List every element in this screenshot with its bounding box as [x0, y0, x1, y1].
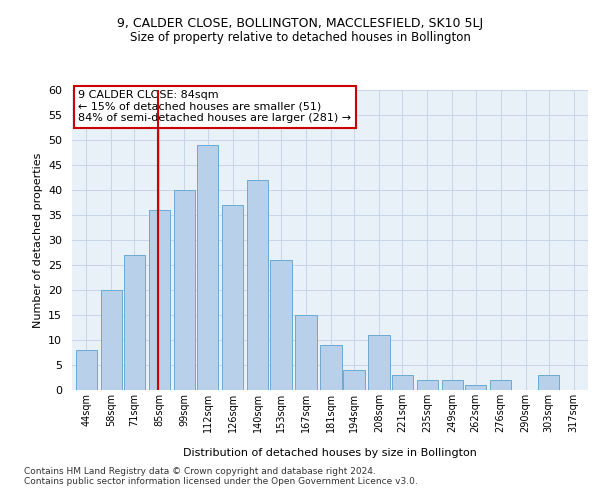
- Bar: [368, 335, 390, 390]
- Text: Contains HM Land Registry data © Crown copyright and database right 2024.: Contains HM Land Registry data © Crown c…: [24, 467, 376, 476]
- Bar: [392, 375, 413, 390]
- Text: 9, CALDER CLOSE, BOLLINGTON, MACCLESFIELD, SK10 5LJ: 9, CALDER CLOSE, BOLLINGTON, MACCLESFIEL…: [117, 18, 483, 30]
- Bar: [343, 370, 365, 390]
- Text: 9 CALDER CLOSE: 84sqm
← 15% of detached houses are smaller (51)
84% of semi-deta: 9 CALDER CLOSE: 84sqm ← 15% of detached …: [78, 90, 352, 123]
- Bar: [197, 145, 218, 390]
- Y-axis label: Number of detached properties: Number of detached properties: [32, 152, 43, 328]
- Bar: [416, 380, 438, 390]
- Bar: [465, 385, 486, 390]
- Bar: [76, 350, 97, 390]
- Bar: [101, 290, 122, 390]
- Bar: [247, 180, 268, 390]
- Bar: [222, 205, 244, 390]
- Bar: [320, 345, 341, 390]
- Text: Contains public sector information licensed under the Open Government Licence v3: Contains public sector information licen…: [24, 477, 418, 486]
- Bar: [538, 375, 559, 390]
- Bar: [149, 210, 170, 390]
- Bar: [490, 380, 511, 390]
- Bar: [442, 380, 463, 390]
- Bar: [295, 315, 317, 390]
- Text: Distribution of detached houses by size in Bollington: Distribution of detached houses by size …: [183, 448, 477, 458]
- Bar: [174, 190, 195, 390]
- Text: Size of property relative to detached houses in Bollington: Size of property relative to detached ho…: [130, 31, 470, 44]
- Bar: [124, 255, 145, 390]
- Bar: [270, 260, 292, 390]
